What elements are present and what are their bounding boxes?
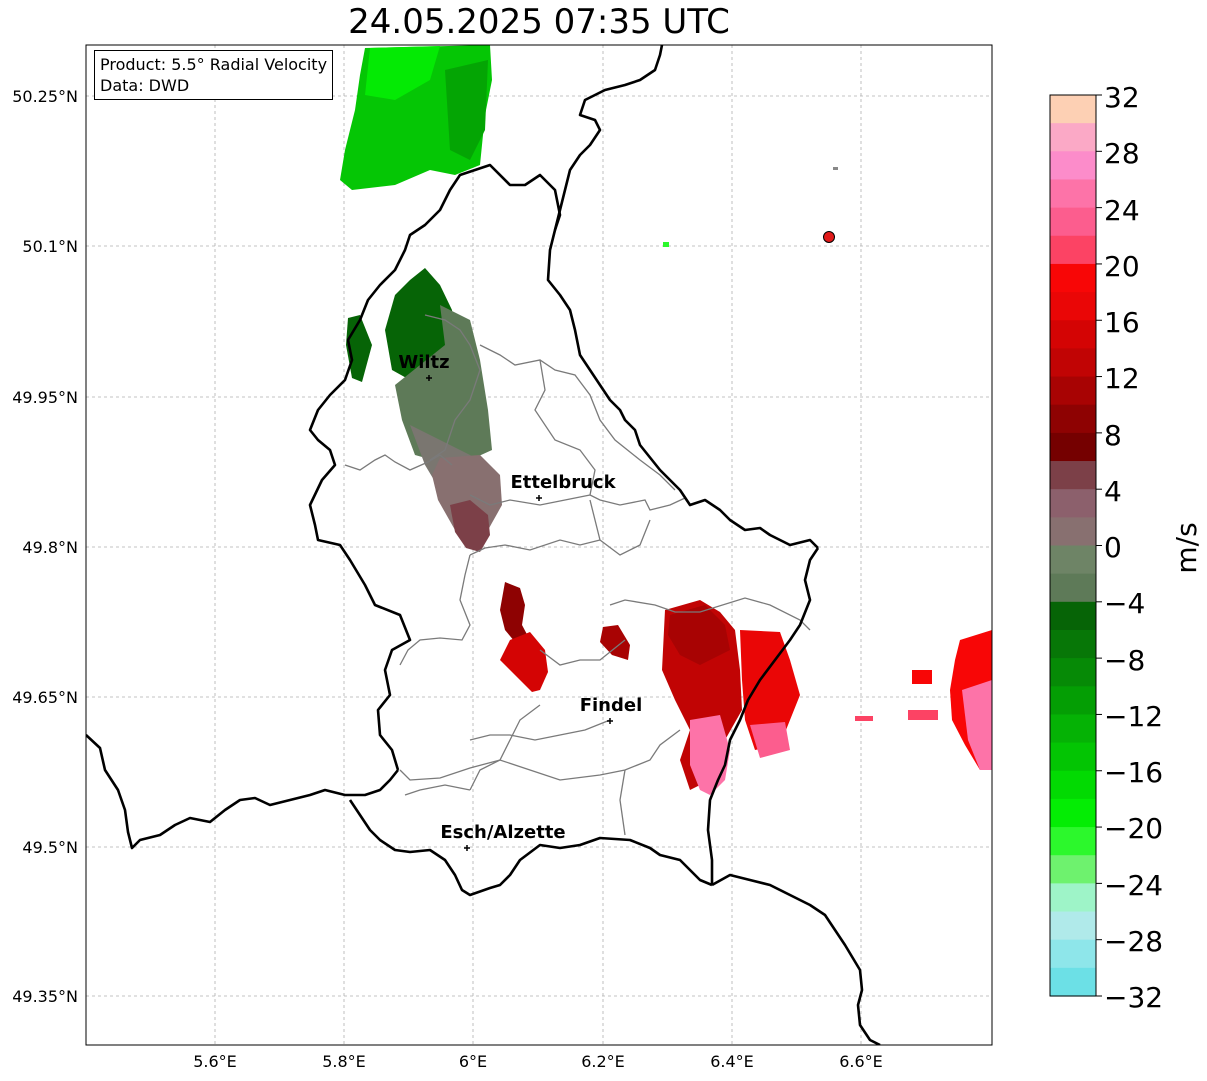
echo-wiltz-pos bbox=[450, 500, 490, 552]
echo-wiltz-grey bbox=[395, 305, 492, 462]
data-source-label: Data: DWD bbox=[100, 76, 190, 95]
colorbar-tick-label: −24 bbox=[1104, 869, 1163, 902]
radar-site-marker bbox=[823, 231, 835, 243]
city-label-findel: Findel bbox=[580, 695, 643, 716]
colorbar-bin bbox=[1050, 151, 1096, 181]
lat-tick-label: 50.25°N bbox=[12, 87, 78, 106]
colorbar-bin bbox=[1050, 573, 1096, 603]
colorbar-bin bbox=[1050, 235, 1096, 265]
colorbar-tick-label: 32 bbox=[1104, 81, 1140, 114]
colorbar-bin bbox=[1050, 770, 1096, 800]
echo-east-pink2 bbox=[750, 722, 790, 758]
colorbar-bin bbox=[1050, 883, 1096, 913]
colorbar-bin bbox=[1050, 798, 1096, 828]
colorbar-bin bbox=[1050, 545, 1096, 575]
colorbar-bin bbox=[1050, 292, 1096, 321]
echo-speck-2 bbox=[833, 167, 838, 170]
colorbar-bin bbox=[1050, 432, 1096, 462]
map-area: Wiltz Ettelbruck Findel Esch/Alzette bbox=[86, 45, 992, 1045]
colorbar-bin bbox=[1050, 967, 1096, 997]
colorbar-bin bbox=[1050, 742, 1096, 772]
colorbar-tick-label: 20 bbox=[1104, 250, 1140, 283]
colorbar-tick-label: 16 bbox=[1104, 306, 1140, 339]
city-markers bbox=[426, 375, 613, 851]
lat-tick-labels: 50.25°N 50.1°N 49.95°N 49.8°N 49.65°N 49… bbox=[12, 87, 78, 1006]
colorbar-tick-label: 0 bbox=[1104, 531, 1122, 564]
map-title: 24.05.2025 07:35 UTC bbox=[348, 2, 730, 42]
echo-far-east-pink bbox=[962, 680, 992, 770]
echo-central-small bbox=[600, 625, 630, 660]
colorbar-bin bbox=[1050, 601, 1096, 631]
colorbar-bin bbox=[1050, 207, 1096, 237]
district-boundaries bbox=[344, 314, 811, 836]
colorbar-tick-label: −8 bbox=[1104, 644, 1145, 677]
echo-east-dark bbox=[668, 605, 730, 665]
echo-streak-2 bbox=[908, 710, 938, 720]
colorbar-bin bbox=[1050, 714, 1096, 744]
colorbar-bin bbox=[1050, 658, 1096, 687]
echo-north-green-light bbox=[365, 46, 440, 100]
colorbar-tick-label: 4 bbox=[1104, 475, 1122, 508]
product-label: Product: 5.5° Radial Velocity bbox=[100, 55, 328, 74]
colorbar-tick-label: 12 bbox=[1104, 362, 1140, 395]
colorbar-tick-label: 24 bbox=[1104, 194, 1140, 227]
lat-tick-label: 49.35°N bbox=[12, 987, 78, 1006]
colorbar-tick-label: −12 bbox=[1104, 700, 1163, 733]
colorbar-bin bbox=[1050, 320, 1096, 350]
colorbar-tick-label: −32 bbox=[1104, 981, 1163, 1014]
lat-tick-label: 49.5°N bbox=[22, 838, 78, 857]
echo-speck-1 bbox=[663, 242, 669, 247]
colorbar-bin bbox=[1050, 827, 1096, 856]
colorbar-bin bbox=[1050, 911, 1096, 941]
lon-tick-label: 6.2°E bbox=[581, 1052, 625, 1071]
colorbar-bin bbox=[1050, 95, 1096, 124]
lon-tick-label: 5.6°E bbox=[193, 1052, 237, 1071]
colorbar-bin bbox=[1050, 517, 1096, 547]
colorbar-bin bbox=[1050, 123, 1096, 152]
lon-tick-labels: 5.6°E 5.8°E 6°E 6.2°E 6.4°E 6.6°E bbox=[193, 1052, 883, 1071]
colorbar-bin bbox=[1050, 348, 1096, 378]
colorbar-bin bbox=[1050, 263, 1096, 293]
colorbar bbox=[1050, 95, 1096, 997]
echo-central-blob bbox=[500, 632, 548, 692]
colorbar-bin bbox=[1050, 686, 1096, 716]
lat-tick-label: 49.95°N bbox=[12, 388, 78, 407]
lon-tick-label: 6.4°E bbox=[710, 1052, 754, 1071]
map-frame bbox=[85, 44, 993, 1046]
city-label-ettelbruck: Ettelbruck bbox=[510, 472, 616, 493]
echo-east-right bbox=[740, 630, 800, 750]
city-label-wiltz: Wiltz bbox=[398, 352, 449, 373]
product-info-box: Product: 5.5° Radial Velocity Data: DWD bbox=[94, 50, 334, 100]
colorbar-bin bbox=[1050, 855, 1096, 884]
echo-streak-3 bbox=[855, 716, 873, 721]
colorbar-tick-label: −20 bbox=[1104, 812, 1163, 845]
colorbar-tick-label: −4 bbox=[1104, 587, 1145, 620]
colorbar-bin bbox=[1050, 939, 1096, 969]
radar-echoes bbox=[340, 45, 992, 795]
echo-north-green-dark bbox=[445, 60, 488, 160]
lon-tick-label: 5.8°E bbox=[322, 1052, 366, 1071]
echo-streak-1 bbox=[912, 670, 932, 684]
lon-tick-label: 6.6°E bbox=[839, 1052, 883, 1071]
colorbar-ticks: 32 28 24 20 16 12 8 4 0 −4 −8 −12 −16 −2… bbox=[1096, 81, 1163, 1014]
colorbar-tick-label: −16 bbox=[1104, 756, 1163, 789]
lat-tick-label: 50.1°N bbox=[22, 237, 78, 256]
lat-tick-label: 49.65°N bbox=[12, 688, 78, 707]
lon-tick-label: 6°E bbox=[459, 1052, 487, 1071]
lat-tick-label: 49.8°N bbox=[22, 538, 78, 557]
colorbar-tick-label: −28 bbox=[1104, 925, 1163, 958]
colorbar-bin bbox=[1050, 179, 1096, 209]
colorbar-bin bbox=[1050, 404, 1096, 434]
colorbar-tick-label: 28 bbox=[1104, 137, 1140, 170]
colorbar-tick-label: 8 bbox=[1104, 419, 1122, 452]
echo-central-strand bbox=[500, 582, 530, 642]
city-label-esch: Esch/Alzette bbox=[440, 822, 565, 843]
colorbar-bin bbox=[1050, 376, 1096, 406]
colorbar-bin bbox=[1050, 489, 1096, 518]
national-borders bbox=[86, 45, 881, 1045]
colorbar-bin bbox=[1050, 629, 1096, 659]
colorbar-bin bbox=[1050, 461, 1096, 490]
colorbar-unit-label: m/s bbox=[1170, 522, 1203, 573]
